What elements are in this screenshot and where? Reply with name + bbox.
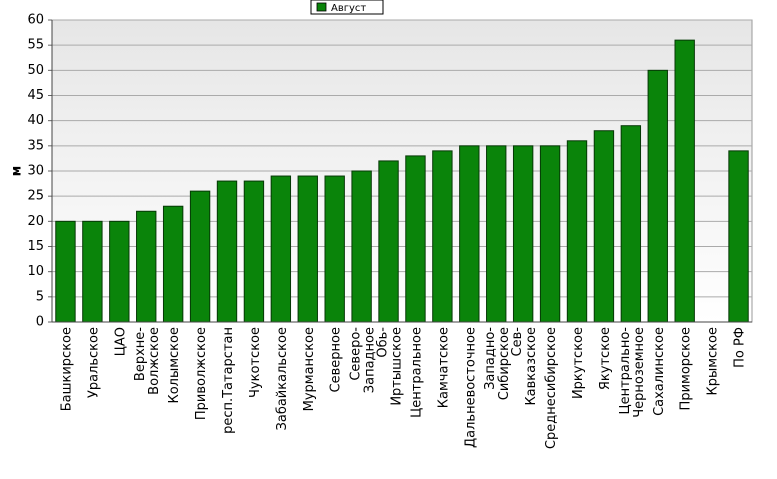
x-tick-label: Центральное <box>409 327 424 418</box>
bar <box>432 150 453 323</box>
bar <box>243 180 265 323</box>
bar <box>674 39 695 323</box>
bar <box>378 160 399 323</box>
y-tick-label: 60 <box>27 13 44 28</box>
y-tick-label: 25 <box>27 189 44 204</box>
bar <box>270 175 292 323</box>
bar <box>459 145 480 323</box>
x-tick-label: Среднесибирское <box>544 327 559 449</box>
bar <box>351 170 372 323</box>
y-tick-label: 50 <box>27 63 44 78</box>
x-tick-label: Обь-Иртышское <box>376 327 405 406</box>
x-tick-label: Сев-Кавказское <box>510 327 539 406</box>
x-tick-label: Башкирское <box>59 327 74 411</box>
y-tick-label: 15 <box>27 239 44 254</box>
bar <box>136 210 157 323</box>
y-tick-label: 30 <box>27 164 44 179</box>
y-tick-label: 20 <box>27 214 44 229</box>
y-tick-label: 40 <box>27 113 44 128</box>
bar <box>647 69 668 323</box>
x-tick-label: Якутское <box>598 327 613 390</box>
x-tick-label: респ.Татарстан <box>221 327 236 434</box>
legend-label: Август <box>331 3 366 14</box>
y-tick-label: 35 <box>27 138 44 153</box>
x-tick-label: Мурманское <box>302 327 317 411</box>
x-tick-label: Западно-Сибирское <box>483 327 512 401</box>
x-tick-label: Дальневосточное <box>463 327 478 448</box>
x-tick-label: Сахалинское <box>652 327 667 416</box>
x-tick-label: Северное <box>329 327 344 392</box>
bar <box>162 205 184 323</box>
y-tick-label: 0 <box>36 315 44 330</box>
bar <box>189 190 211 323</box>
bar <box>55 220 76 323</box>
x-tick-label: Камчатское <box>436 327 451 408</box>
x-tick-label: По РФ <box>733 327 748 368</box>
bar <box>324 175 345 323</box>
x-tick-label: Приморское <box>679 327 694 410</box>
bar <box>297 175 318 323</box>
bar <box>486 145 507 323</box>
bar <box>566 140 588 323</box>
bar <box>539 145 561 323</box>
bar <box>728 150 749 323</box>
bar <box>620 125 642 323</box>
y-tick-label: 5 <box>36 289 44 304</box>
legend-box <box>310 0 384 15</box>
x-tick-label: Чукотское <box>248 327 263 398</box>
y-tick-label: 55 <box>27 38 44 53</box>
y-tick-label: 45 <box>27 88 44 103</box>
x-tick-label: Крымское <box>706 327 721 396</box>
x-tick-label: Центрально-Черноземное <box>618 327 647 418</box>
x-tick-label: Верхне-Волжское <box>133 327 162 395</box>
bar <box>216 180 238 323</box>
bar <box>593 130 615 323</box>
x-tick-label: Иркутское <box>571 327 586 399</box>
x-tick-label: Колымское <box>167 327 182 404</box>
bar <box>109 220 130 323</box>
bar <box>512 145 534 323</box>
x-tick-label: Приволжское <box>194 327 209 420</box>
bar <box>405 155 426 323</box>
legend: Август <box>310 0 384 15</box>
x-tick-label: Северо-Западное <box>349 327 378 394</box>
legend-swatch <box>316 2 327 12</box>
x-tick-label: Уральское <box>86 327 101 398</box>
x-tick-label: ЦАО <box>113 327 128 356</box>
y-tick-label: 10 <box>27 264 44 279</box>
bar <box>82 220 103 323</box>
x-tick-label: Забайкальское <box>275 327 290 430</box>
y-axis-label: м <box>10 166 25 177</box>
